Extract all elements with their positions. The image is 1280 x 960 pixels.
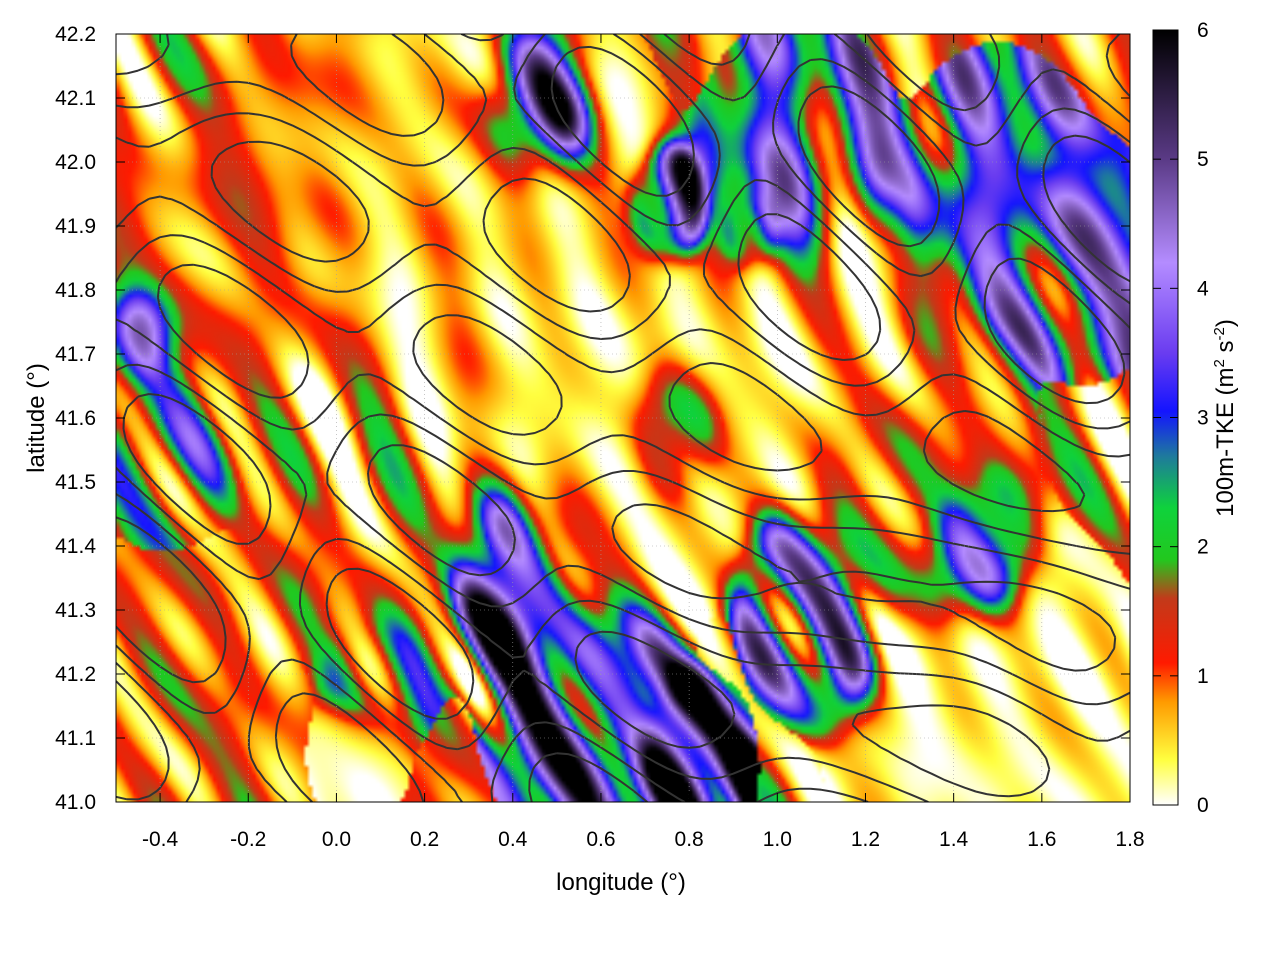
x-tick-label: 0.4: [498, 828, 528, 851]
y-tick-label: 42.1: [55, 87, 96, 110]
colorbar-tick-label: 6: [1197, 19, 1209, 42]
y-tick-label: 42.2: [55, 23, 96, 46]
colorbar-ticks: 0 1 2 3 4 5 6: [1153, 19, 1209, 817]
y-tick-label: 42.0: [55, 151, 96, 174]
y-tick-label: 41.5: [55, 471, 96, 494]
x-tick-label: -0.2: [230, 828, 266, 851]
x-tick-label: 0.2: [410, 828, 439, 851]
x-tick-label: 1.6: [1027, 828, 1056, 851]
colorbar-tick-label: 4: [1197, 277, 1209, 300]
colorbar-tick-label: 5: [1197, 148, 1209, 171]
y-tick-label: 41.6: [55, 407, 96, 430]
colorbar-title: 100m-TKE (m2 s-2): [1211, 319, 1239, 517]
contour-line: [116, 34, 1130, 802]
x-tick-label: 1.8: [1115, 828, 1144, 851]
x-tick-label: -0.4: [142, 828, 179, 851]
colorbar-tick-label: 3: [1197, 407, 1209, 430]
y-tick-label: 41.9: [55, 215, 96, 238]
colorbar-tick-label: 2: [1197, 536, 1209, 559]
colorbar-title-end: ): [1212, 319, 1239, 327]
x-axis-ticks: -0.4 -0.2 0.0 0.2 0.4 0.6 0.8 1.0 1.2 1.4 1.6 1.8: [142, 34, 1145, 851]
x-tick-label: 0.6: [586, 828, 615, 851]
colorbar-title-sup2: -2: [1211, 327, 1228, 340]
colorbar: 0 1 2 3 4 5 6 100m-TKE (m2 s-2): [1152, 19, 1239, 817]
x-tick-label: 1.4: [939, 828, 969, 851]
y-tick-label: 41.8: [55, 279, 96, 302]
x-tick-label: 0.8: [675, 828, 704, 851]
y-tick-label: 41.2: [55, 663, 96, 686]
colorbar-title-sup1: 2: [1211, 359, 1228, 367]
y-tick-label: 41.4: [55, 535, 96, 558]
colorbar-title-mid: s: [1212, 340, 1239, 359]
x-tick-label: 0.0: [322, 828, 351, 851]
y-tick-label: 41.3: [55, 599, 96, 622]
y-tick-label: 41.7: [55, 343, 96, 366]
colorbar-title-main: 100m-TKE (m: [1212, 368, 1239, 517]
y-axis-title: latitude (°): [23, 363, 50, 473]
y-tick-label: 41.0: [55, 791, 96, 814]
y-axis-ticks: 41.0 41.1 41.2 41.3 41.4 41.5 41.6 41.7 41.8 41.9…: [55, 23, 1130, 814]
colorbar-tick-label: 0: [1197, 794, 1209, 817]
x-tick-label: 1.2: [851, 828, 880, 851]
colorbar-tick-label: 1: [1197, 665, 1209, 688]
x-tick-label: 1.0: [763, 828, 792, 851]
x-axis-title: longitude (°): [556, 869, 686, 896]
y-tick-label: 41.1: [55, 727, 96, 750]
terrain-contours: [116, 34, 1130, 802]
